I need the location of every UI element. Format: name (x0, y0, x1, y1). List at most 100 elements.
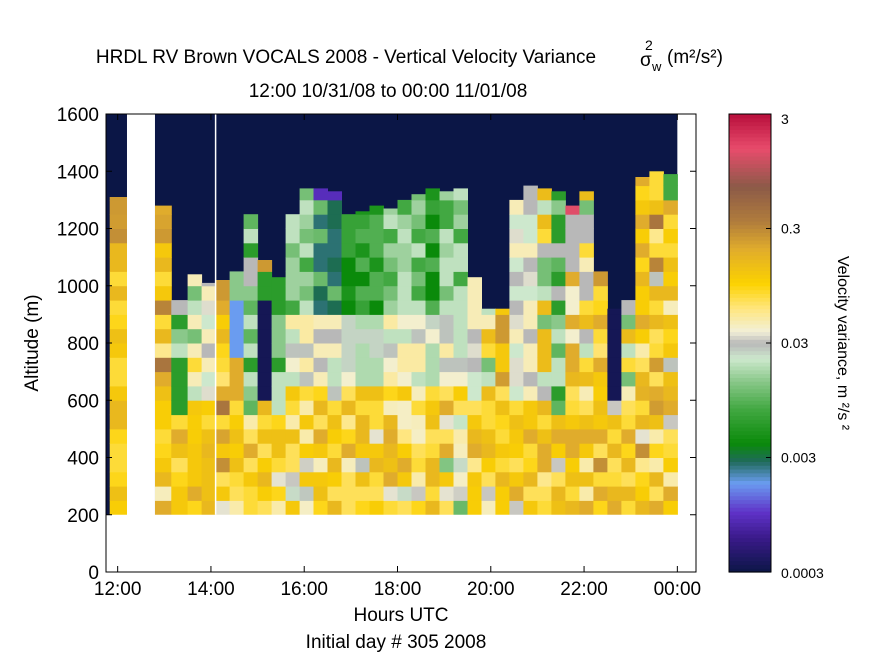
heatmap-cell (313, 357, 328, 373)
heatmap-cell (201, 414, 217, 430)
heatmap-cell (607, 486, 622, 501)
heatmap-cell (537, 500, 552, 516)
colorbar-segment (729, 194, 771, 199)
title-sigma-subscript: w (651, 59, 662, 74)
heatmap-cell (397, 271, 412, 287)
heatmap-cell (109, 471, 128, 487)
heatmap-cell (155, 457, 172, 473)
heatmap-cell (439, 486, 454, 501)
heatmap-cell (369, 343, 384, 358)
heatmap-cell (565, 271, 580, 287)
heatmap-cell (565, 314, 580, 330)
heatmap-cell (109, 314, 128, 330)
heatmap-cell (565, 343, 580, 358)
colorbar-segment (729, 270, 771, 275)
heatmap-cell (635, 214, 650, 229)
heatmap-cell (257, 328, 273, 344)
heatmap-cell (523, 371, 538, 387)
colorbar-segment (729, 182, 771, 188)
heatmap-cell (327, 414, 342, 430)
heatmap-cell (607, 471, 622, 487)
heatmap-cell (537, 486, 552, 501)
heatmap-cell (537, 242, 552, 258)
heatmap-cell (411, 371, 426, 387)
heatmap-cell (481, 414, 496, 430)
heatmap-cell (187, 385, 203, 401)
y-tick-label: 0 (88, 563, 99, 584)
heatmap-cell (635, 400, 650, 416)
heatmap-cell (229, 385, 245, 401)
heatmap-cell (355, 443, 370, 458)
colorbar-segment (729, 251, 771, 256)
heatmap-cell (467, 400, 482, 416)
heatmap-cell (439, 428, 454, 444)
heatmap-cell (481, 471, 496, 487)
colorbar-segment (729, 396, 771, 401)
heatmap-cell (621, 343, 636, 358)
heatmap-cell (313, 328, 328, 344)
colorbar-segment (729, 533, 771, 539)
heatmap-cell (537, 300, 552, 315)
heatmap-cell (453, 300, 468, 315)
x-tick-label: 00:00 (654, 579, 702, 600)
axes: 12:00 14:00 16:00 18:00 20:00 22:00 00:00 0 200 4… (57, 105, 701, 600)
colorbar-segment (729, 148, 771, 153)
heatmap-cell (565, 285, 580, 301)
heatmap-cell (425, 457, 440, 473)
heatmap-cell (495, 328, 510, 344)
heatmap-cell (593, 428, 608, 444)
heatmap-cell (425, 385, 440, 401)
heatmap-cell (579, 199, 594, 215)
heatmap-cell (551, 385, 566, 401)
heatmap-cell (537, 199, 552, 215)
heatmap-cell (369, 328, 384, 344)
colorbar-segment (729, 377, 771, 382)
heatmap-cell (313, 242, 328, 258)
heatmap-cell (313, 214, 328, 229)
heatmap-cell (467, 343, 482, 358)
heatmap-cell (383, 486, 398, 501)
heatmap-cell (355, 314, 370, 330)
heatmap-cell (509, 300, 524, 315)
colorbar-segment (729, 155, 771, 161)
colorbar-segment (729, 510, 771, 516)
y-tick-label: 1000 (57, 277, 99, 298)
heatmap-cell (425, 400, 440, 416)
colorbar-segment (729, 213, 771, 218)
heatmap-cell (383, 300, 398, 315)
heatmap-cell (439, 385, 454, 401)
heatmap-cell (509, 500, 524, 516)
heatmap-cell (425, 300, 440, 315)
heatmap-cell (495, 343, 510, 358)
heatmap-cell (467, 385, 482, 401)
colorbar-tick-label: 3 (781, 111, 789, 127)
heatmap-cell (663, 285, 678, 301)
heatmap-cell (341, 328, 356, 344)
heatmap-cell (663, 471, 678, 487)
heatmap-cell (551, 371, 566, 387)
heatmap-cell (313, 471, 328, 487)
heatmap-cell (155, 205, 172, 215)
heatmap-cell (171, 400, 189, 416)
heatmap-cell (621, 457, 636, 473)
heatmap-cell (467, 457, 482, 473)
heatmap-cell (215, 400, 231, 416)
heatmap-cell (201, 486, 217, 501)
heatmap-cell (187, 357, 203, 373)
heatmap-cell (551, 486, 566, 501)
heatmap-cell (369, 214, 384, 229)
heatmap-cell (537, 228, 552, 244)
heatmap-cell (341, 371, 356, 387)
heatmap-cell (551, 191, 566, 201)
heatmap-cell (495, 357, 510, 373)
colorbar-segment (729, 217, 771, 222)
colorbar-tick-label: 0.3 (781, 221, 801, 237)
colorbar-segment (729, 503, 771, 508)
heatmap-cell (397, 443, 412, 458)
colorbar-segment (729, 411, 771, 417)
heatmap-cell (621, 300, 636, 315)
x-tick-label: 18:00 (374, 579, 422, 600)
heatmap-cell (369, 257, 384, 272)
heatmap-cell (299, 414, 315, 430)
heatmap-cell (285, 371, 301, 387)
